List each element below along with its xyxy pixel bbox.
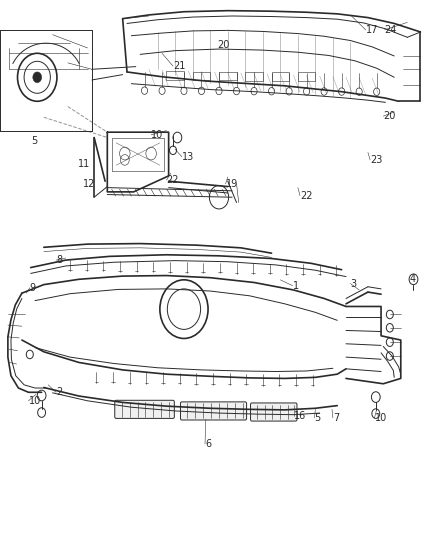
Text: 1: 1	[293, 281, 299, 290]
Bar	[193, 71, 210, 80]
Bar	[166, 71, 184, 80]
Text: 21: 21	[173, 61, 185, 71]
Text: 20: 20	[217, 40, 229, 50]
Text: 11: 11	[78, 159, 90, 169]
Text: 24: 24	[385, 25, 397, 35]
Text: 7: 7	[333, 413, 339, 423]
Bar	[245, 72, 263, 80]
Text: 13: 13	[182, 152, 194, 161]
Bar	[298, 72, 315, 81]
FancyBboxPatch shape	[180, 402, 247, 420]
Text: 22: 22	[300, 191, 313, 200]
Text: 10: 10	[28, 396, 41, 406]
Text: 16: 16	[294, 411, 307, 421]
Text: 5: 5	[314, 413, 321, 423]
Text: 22: 22	[166, 175, 179, 185]
Bar	[219, 72, 237, 80]
Text: 3: 3	[350, 279, 357, 288]
Text: 4: 4	[410, 274, 416, 284]
Bar	[272, 72, 289, 80]
Text: 23: 23	[370, 155, 382, 165]
Text: 12: 12	[83, 179, 95, 189]
Text: 10: 10	[151, 130, 163, 140]
Text: 5: 5	[32, 136, 38, 146]
Circle shape	[33, 72, 42, 83]
Text: 20: 20	[383, 111, 396, 121]
Text: 6: 6	[205, 439, 211, 449]
Text: 9: 9	[30, 283, 36, 293]
Text: 8: 8	[56, 255, 62, 265]
FancyBboxPatch shape	[251, 403, 297, 421]
Text: 10: 10	[374, 413, 387, 423]
FancyBboxPatch shape	[115, 400, 174, 418]
Text: 19: 19	[226, 179, 238, 189]
Text: 17: 17	[366, 25, 378, 35]
Text: 2: 2	[56, 387, 62, 397]
